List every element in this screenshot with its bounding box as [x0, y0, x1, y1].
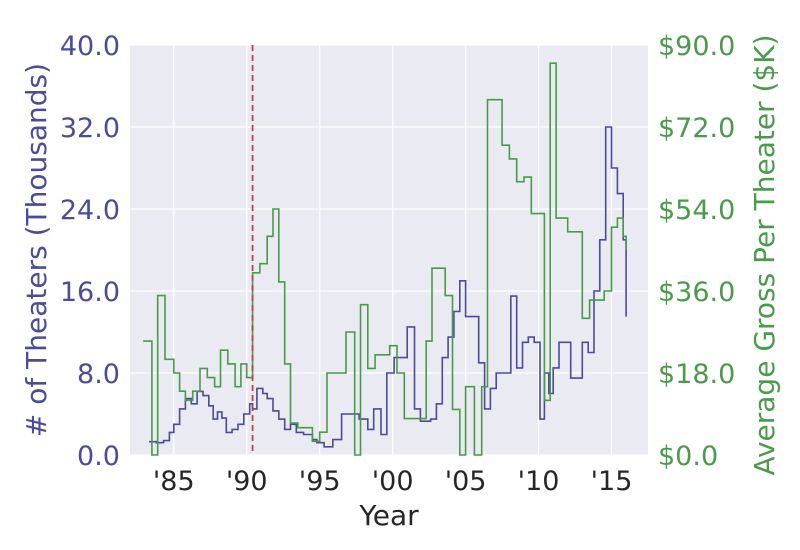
x-axis-tick-label: '05: [445, 466, 487, 497]
right-axis-label: Average Gross Per Theater ($K): [748, 34, 781, 475]
gross-per-theater-series-line: [143, 62, 627, 456]
right-axis-tick-label: $54.0: [658, 195, 735, 226]
right-axis-tick-label: $72.0: [658, 113, 735, 144]
left-axis-tick-label: 0.0: [77, 441, 120, 472]
right-axis-tick-label: $0.0: [658, 441, 718, 472]
x-axis-tick-label: '00: [372, 466, 414, 497]
x-axis-tick-label: '10: [518, 466, 560, 497]
x-axis-tick-label: '15: [591, 466, 633, 497]
right-axis-ticks: $0.0 $18.0 $36.0 $54.0 $72.0 $90.0: [658, 31, 735, 472]
series-layer: [143, 45, 627, 456]
right-axis-tick-label: $36.0: [658, 277, 735, 308]
left-axis-ticks: 0.0 8.0 16.0 24.0 32.0 40.0: [60, 31, 120, 472]
plot-background: [130, 45, 648, 455]
left-axis-label: # of Theaters (Thousands): [20, 63, 53, 437]
right-axis-tick-label: $18.0: [658, 359, 735, 390]
left-axis-tick-label: 8.0: [77, 359, 120, 390]
right-axis-tick-label: $90.0: [658, 31, 735, 62]
x-axis-tick-label: '85: [153, 466, 195, 497]
left-axis-tick-label: 16.0: [60, 277, 120, 308]
x-axis-ticks: '85 '90 '95 '00 '05 '10 '15: [153, 466, 633, 497]
left-axis-tick-label: 32.0: [60, 113, 120, 144]
x-axis-tick-label: '90: [226, 466, 268, 497]
left-axis-tick-label: 24.0: [60, 195, 120, 226]
x-axis-label: Year: [358, 499, 419, 532]
left-axis-tick-label: 40.0: [60, 31, 120, 62]
x-axis-tick-label: '95: [299, 466, 341, 497]
